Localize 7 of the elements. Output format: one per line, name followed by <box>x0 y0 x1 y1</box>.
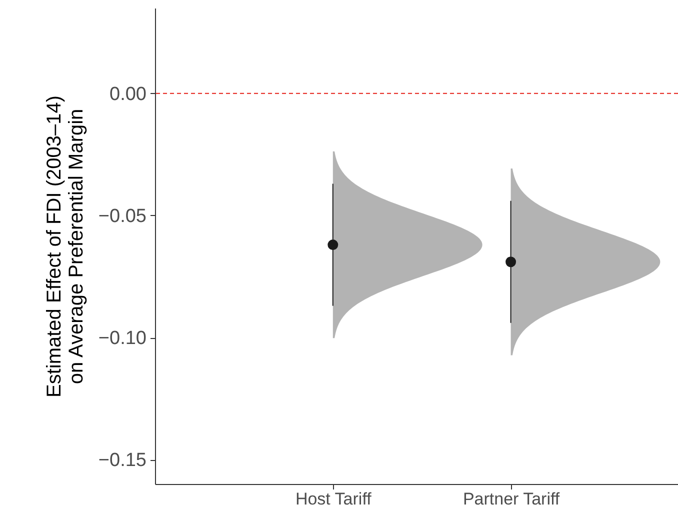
y-tick-label: 0.00 <box>110 84 146 105</box>
x-tick-label: Partner Tariff <box>462 490 560 508</box>
y-axis-title: Estimated Effect of FDI (2003–14) on Average Preferential Margin <box>43 95 88 398</box>
y-tick-label: −0.05 <box>98 206 146 227</box>
y-tick-label: −0.15 <box>98 450 146 472</box>
y-tick-label: −0.10 <box>98 328 146 350</box>
x-tick-label: Host Tariff <box>295 490 372 508</box>
